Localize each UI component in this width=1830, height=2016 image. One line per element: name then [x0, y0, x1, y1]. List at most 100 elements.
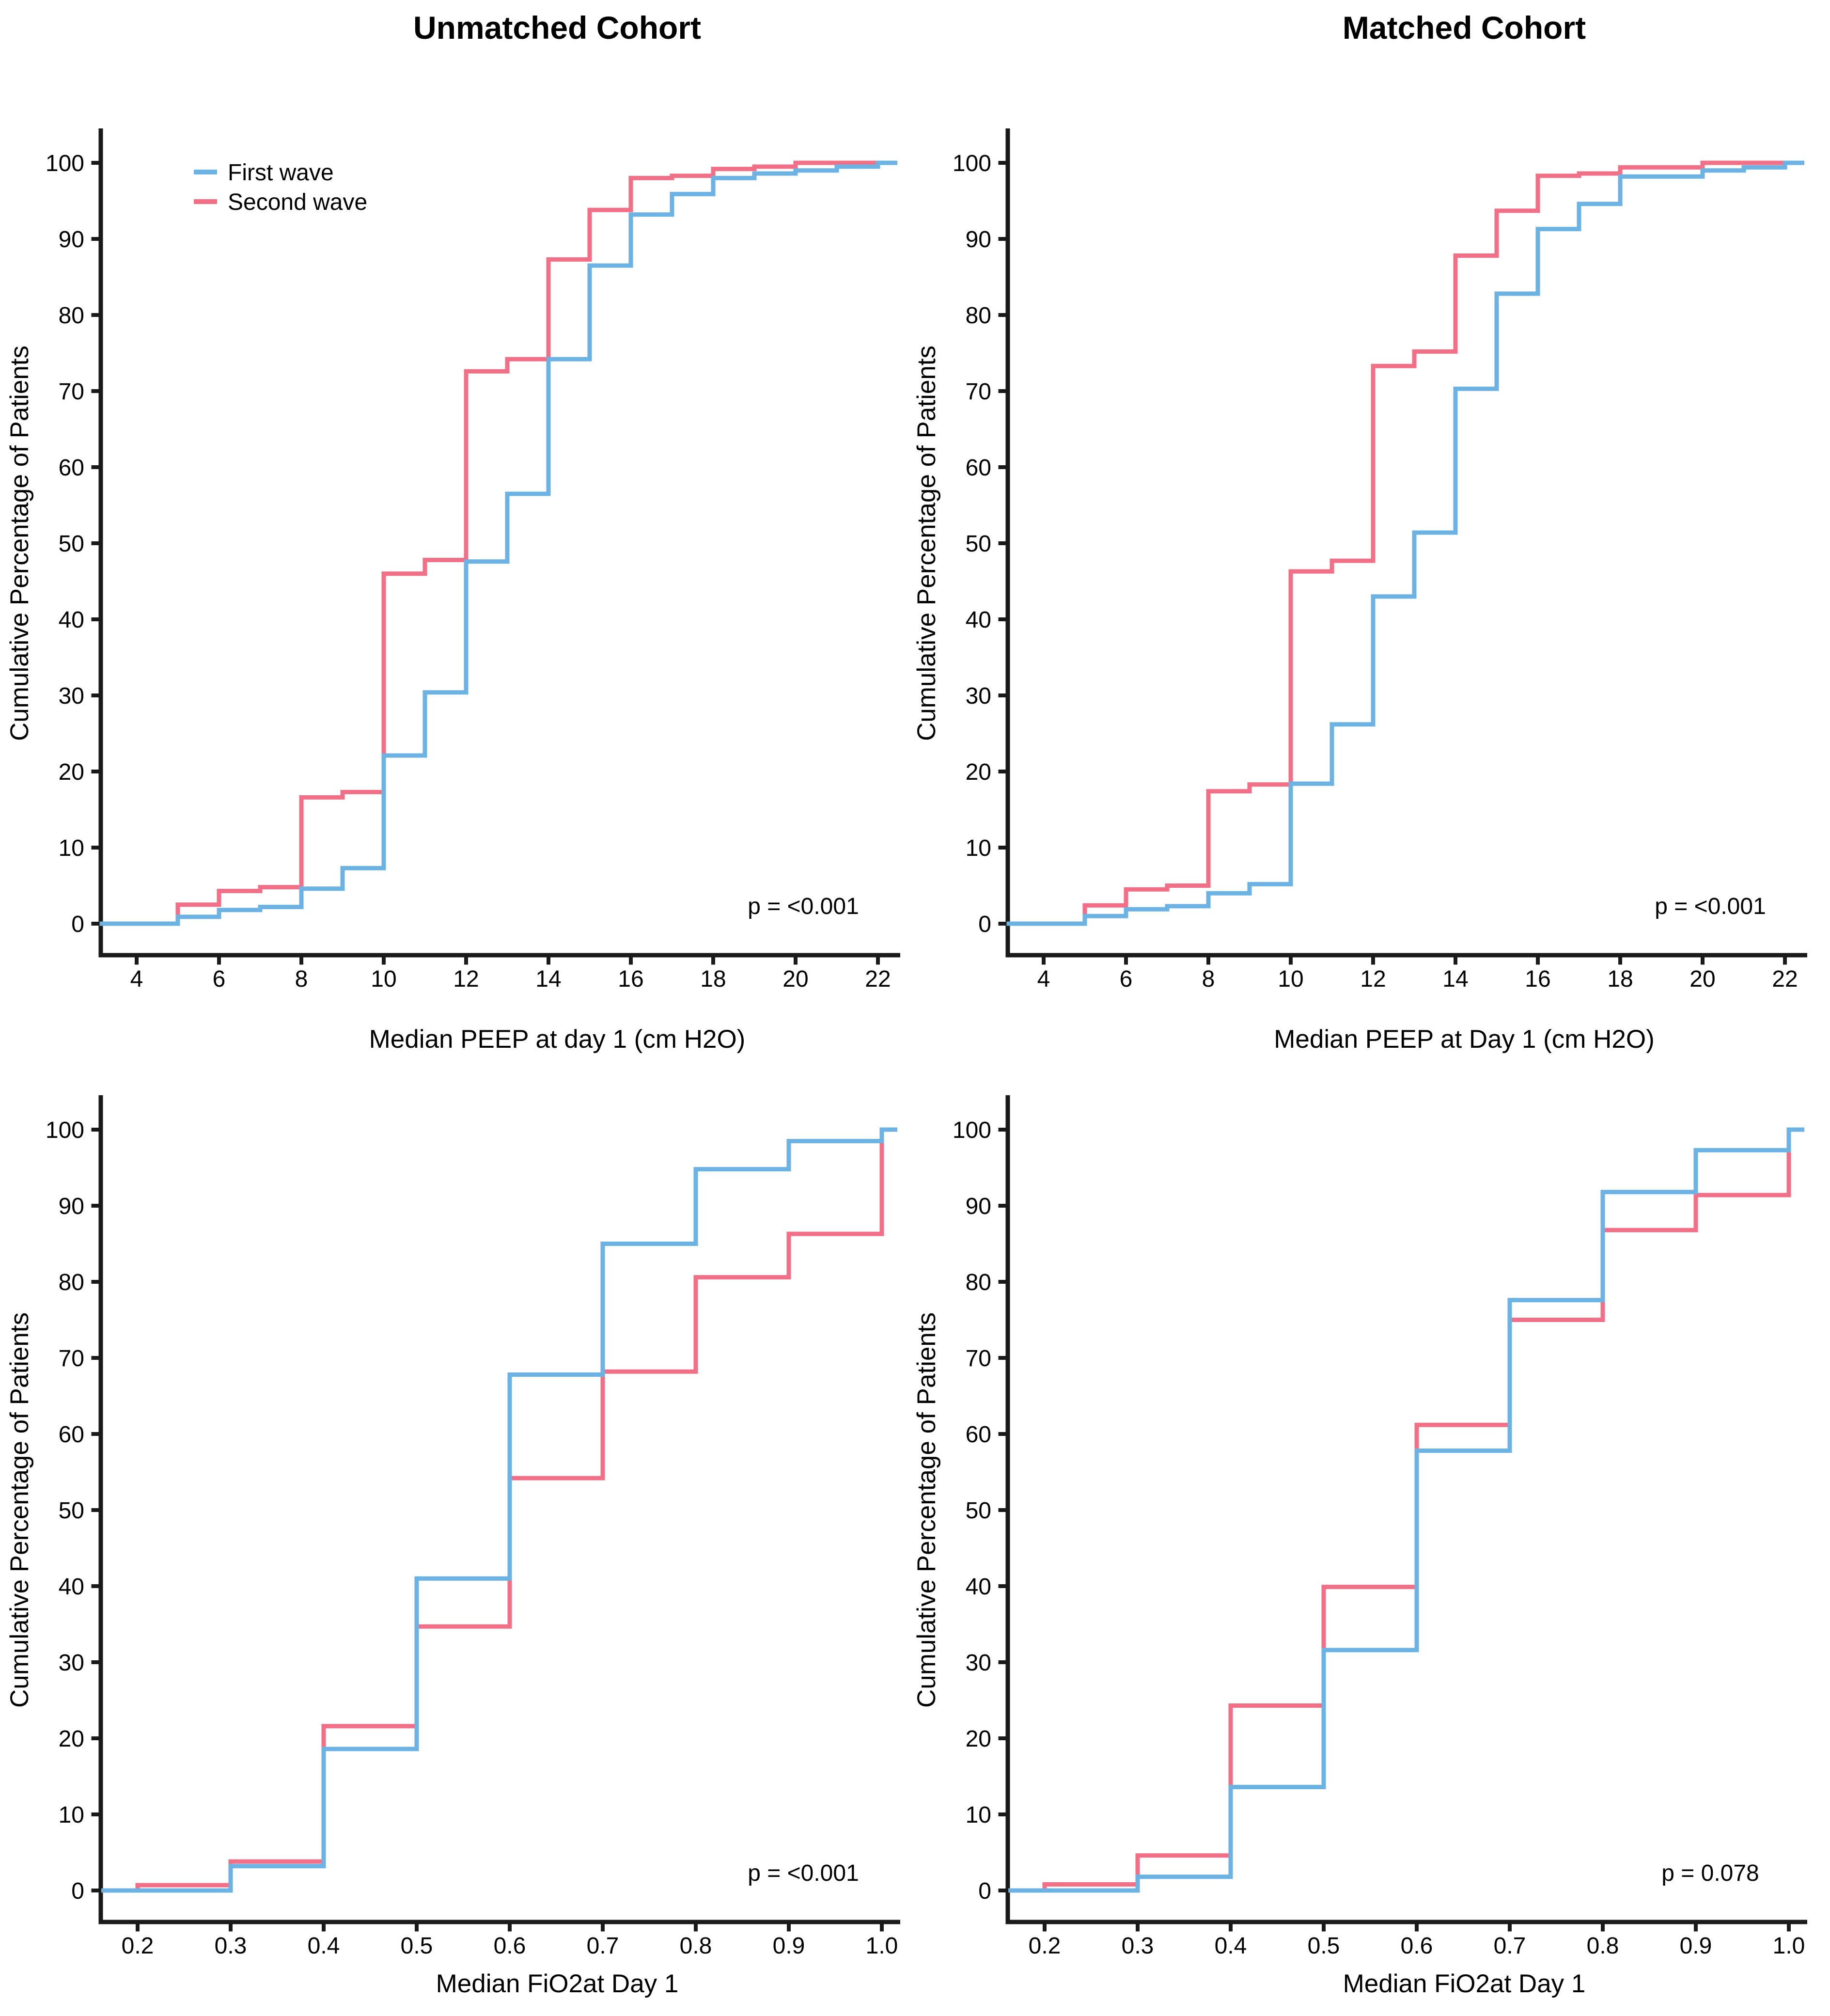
y-tick-label: 100 — [953, 1118, 991, 1143]
y-tick-label: 40 — [966, 1574, 991, 1600]
y-tick-label: 40 — [59, 607, 84, 633]
y-tick-label: 60 — [966, 455, 991, 481]
x-tick-label: 18 — [1607, 966, 1633, 992]
panel-matched-peep: Matched Cohort 0 10 20 30 40 50 60 70 80 90 100 4 6 8 1… — [912, 10, 1807, 1054]
y-tick-label: 80 — [59, 1270, 84, 1295]
x-tick-label: 16 — [618, 966, 643, 992]
x-tick-label: 10 — [371, 966, 396, 992]
first-wave-curve — [99, 160, 897, 926]
y-tick-label: 10 — [59, 1802, 84, 1828]
x-tick-label: 1.0 — [1773, 1933, 1805, 1959]
y-tick-label: 90 — [966, 227, 991, 252]
y-tick-label: 90 — [59, 227, 84, 252]
y-tick-label: 30 — [966, 683, 991, 709]
y-tick-label: 0 — [978, 912, 991, 937]
x-axis-title: Median FiO2at Day 1 — [1343, 1969, 1586, 1998]
first-wave-curve — [1006, 160, 1804, 926]
x-tick-label: 1.0 — [866, 1933, 898, 1959]
x-tick-label: 10 — [1278, 966, 1303, 992]
y-tick-label: 70 — [59, 379, 84, 405]
y-tick-label: 50 — [59, 1498, 84, 1524]
y-tick-label: 100 — [46, 151, 84, 176]
y-tick-label: 50 — [966, 531, 991, 557]
panel-title: Unmatched Cohort — [413, 10, 701, 46]
p-value-label: p = <0.001 — [1655, 894, 1766, 919]
y-tick-label: 80 — [966, 1270, 991, 1295]
y-tick-label: 60 — [59, 1422, 84, 1448]
x-tick-label: 0.6 — [494, 1933, 526, 1959]
y-tick-label: 70 — [966, 1346, 991, 1371]
x-tick-label: 6 — [213, 966, 226, 992]
panel-title: Matched Cohort — [1343, 10, 1586, 46]
x-tick-label: 0.5 — [401, 1933, 433, 1959]
x-tick-label: 0.5 — [1308, 1933, 1340, 1959]
y-tick-label: 80 — [966, 303, 991, 329]
y-tick-label: 10 — [59, 835, 84, 861]
y-tick-label: 20 — [966, 1726, 991, 1752]
y-tick-label: 0 — [71, 1878, 84, 1904]
first-wave-curve — [101, 1127, 897, 1893]
x-tick-label: 0.4 — [1215, 1933, 1247, 1959]
x-tick-label: 0.8 — [1587, 1933, 1619, 1959]
y-axis-title: Cumulative Percentage of Patients — [912, 346, 941, 741]
x-tick-label: 8 — [1202, 966, 1215, 992]
y-tick-label: 50 — [59, 531, 84, 557]
y-tick-label: 0 — [978, 1878, 991, 1904]
x-tick-label: 12 — [453, 966, 479, 992]
y-tick-label: 30 — [966, 1650, 991, 1676]
y-tick-label: 100 — [953, 151, 991, 176]
x-tick-label: 12 — [1360, 966, 1386, 992]
legend: First wave Second wave — [194, 160, 367, 215]
panel-unmatched-peep: Unmatched Cohort 0 10 20 30 40 50 60 70 80 90 100 4 6… — [5, 10, 900, 1054]
x-tick-label: 14 — [1442, 966, 1468, 992]
x-tick-label: 0.4 — [308, 1933, 340, 1959]
x-axis-title: Median FiO2at Day 1 — [436, 1969, 679, 1998]
x-tick-label: 14 — [535, 966, 561, 992]
x-tick-label: 20 — [1689, 966, 1715, 992]
x-tick-label: 18 — [700, 966, 726, 992]
y-axis-title: Cumulative Percentage of Patients — [5, 346, 34, 741]
y-axis-title: Cumulative Percentage of Patients — [912, 1312, 941, 1708]
y-tick-label: 70 — [966, 379, 991, 405]
x-tick-label: 22 — [1772, 966, 1798, 992]
x-tick-label: 16 — [1525, 966, 1550, 992]
first-wave-curve — [1008, 1127, 1804, 1893]
x-tick-label: 0.7 — [1494, 1933, 1526, 1959]
x-tick-label: 8 — [295, 966, 308, 992]
panel-unmatched-fio2: 0 10 20 30 40 50 60 70 80 90 100 0.2 0.3 0.4 0.5 0.6 0.7… — [5, 1095, 900, 1998]
y-tick-label: 60 — [59, 455, 84, 481]
first-wave-legend-label: First wave — [228, 160, 334, 186]
second-wave-legend-label: Second wave — [228, 189, 367, 215]
second-wave-curve — [1006, 160, 1804, 926]
y-tick-label: 30 — [59, 683, 84, 709]
x-tick-label: 0.9 — [773, 1933, 805, 1959]
x-tick-label: 0.7 — [587, 1933, 619, 1959]
y-tick-label: 10 — [966, 1802, 991, 1828]
y-tick-label: 50 — [966, 1498, 991, 1524]
second-wave-curve — [99, 160, 897, 926]
y-tick-label: 60 — [966, 1422, 991, 1448]
p-value-label: p = <0.001 — [748, 1860, 859, 1886]
y-tick-label: 0 — [71, 912, 84, 937]
y-tick-label: 20 — [59, 759, 84, 785]
panel-matched-fio2: 0 10 20 30 40 50 60 70 80 90 100 0.2 0.3 0.4 0.5 0.6 0.7… — [912, 1095, 1807, 1998]
x-tick-label: 0.6 — [1401, 1933, 1433, 1959]
x-tick-label: 0.2 — [1029, 1933, 1061, 1959]
x-tick-label: 22 — [865, 966, 891, 992]
y-tick-label: 20 — [966, 759, 991, 785]
y-tick-label: 70 — [59, 1346, 84, 1371]
y-tick-label: 100 — [46, 1118, 84, 1143]
y-tick-label: 80 — [59, 303, 84, 329]
x-tick-label: 0.3 — [1122, 1933, 1154, 1959]
x-axis-title: Median PEEP at day 1 (cm H2O) — [369, 1025, 746, 1054]
y-axis-title: Cumulative Percentage of Patients — [5, 1312, 34, 1708]
x-axis-title: Median PEEP at Day 1 (cm H2O) — [1274, 1025, 1654, 1054]
y-tick-label: 40 — [59, 1574, 84, 1600]
x-tick-label: 0.9 — [1680, 1933, 1712, 1959]
x-tick-label: 6 — [1120, 966, 1133, 992]
y-tick-label: 20 — [59, 1726, 84, 1752]
x-tick-label: 20 — [782, 966, 808, 992]
